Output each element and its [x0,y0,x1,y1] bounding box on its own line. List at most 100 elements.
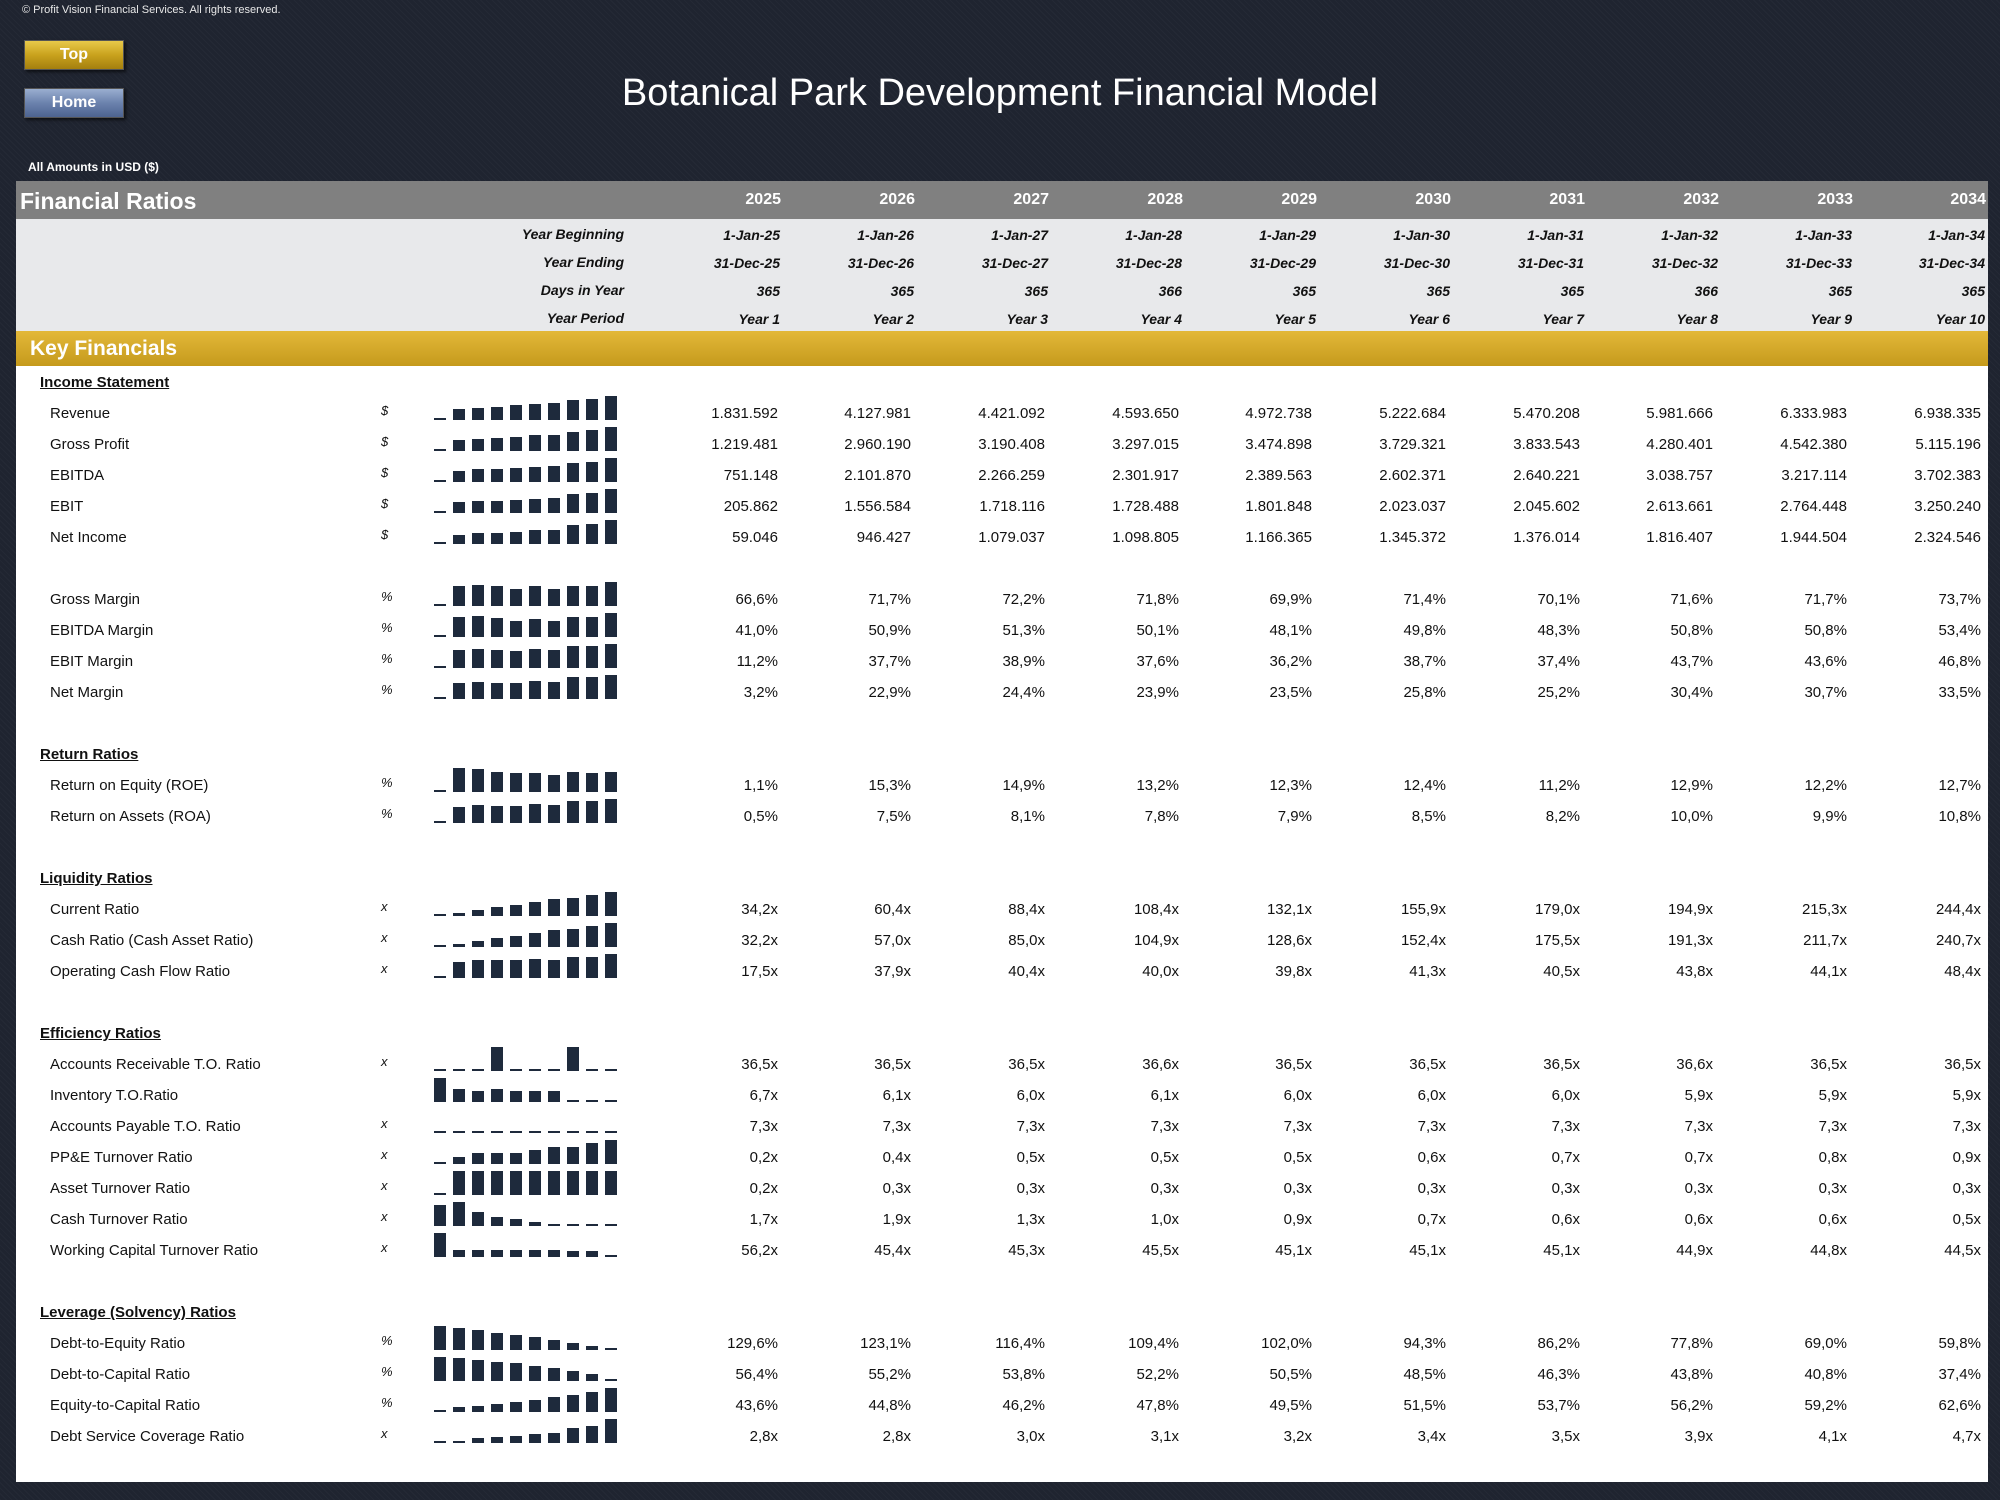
days-in-year-cell: 365 [890,283,914,299]
value-cell: 6,0x [1551,1087,1580,1104]
value-cell: 33,5% [1938,684,1981,701]
key-financials-bar: Key Financials [16,331,1988,366]
value-cell: 52,2% [1136,1366,1179,1383]
sparkline-bar [510,936,522,947]
value-cell: 3.038.757 [1646,467,1713,484]
sparkline-bar [567,1343,579,1350]
value-cell: 0,6x [1551,1211,1580,1228]
value-cell: 36,5x [1543,1056,1580,1073]
row-unit: x [381,1116,388,1131]
value-cell: 11,2% [1538,777,1580,794]
sparkline-bar [529,649,541,668]
sparkline-bar [605,1388,617,1412]
value-cell: 1.345.372 [1379,529,1446,546]
value-cell: 2.613.661 [1646,498,1713,515]
header-bar: Financial Ratios 2025 2026 2027 2028 2029 203… [16,181,1988,219]
sparkline [434,921,620,947]
sparkline [434,518,620,544]
sparkline [434,1138,620,1164]
sparkline-bar [548,466,560,482]
value-cell: 104,9x [1133,932,1179,949]
value-cell: 8,5% [1411,808,1446,825]
year-beginning-label: Year Beginning [521,226,624,242]
sparkline-bar [453,913,465,916]
section-heading: Return Ratios [40,746,139,763]
value-cell: 3,1x [1150,1428,1179,1445]
sparkline-bar [567,400,579,420]
value-cell: 77,8% [1670,1335,1713,1352]
row-label: Net Margin [50,684,124,701]
value-cell: 37,9x [874,963,911,980]
sparkline-bar [605,954,617,978]
value-cell: 71,7% [868,591,911,608]
sparkline-bar [548,1069,560,1071]
sparkline-bar [567,929,579,947]
sparkline [434,1107,620,1133]
sparkline-bar [510,1171,522,1195]
sparkline-bar [605,772,617,792]
row-label: EBIT Margin [50,653,134,670]
sparkline-bar [472,1131,484,1133]
sparkline-bar [491,907,503,916]
sparkline-bar [510,1436,522,1443]
sparkline-bar [472,910,484,916]
sparkline-bar [605,1348,617,1350]
row-label: Asset Turnover Ratio [50,1180,191,1197]
value-cell: 0,9x [1283,1211,1312,1228]
sparkline-bar [586,1131,598,1133]
value-cell: 44,8% [868,1397,911,1414]
value-cell: 3.702.383 [1914,467,1981,484]
value-cell: 2,8x [882,1428,911,1445]
sparkline-bar [434,697,446,699]
value-cell: 71,7% [1804,591,1847,608]
sparkline-bar [510,468,522,482]
sparkline-bar [491,438,503,451]
value-cell: 45,1x [1275,1242,1312,1259]
value-cell: 25,2% [1537,684,1580,701]
value-cell: 6,1x [1150,1087,1179,1104]
sparkline-bar [491,650,503,668]
value-cell: 57,0x [874,932,911,949]
value-cell: 45,5x [1142,1242,1179,1259]
sparkline-bar [605,396,617,420]
value-cell: 56,4% [735,1366,778,1383]
sparkline-bar [548,435,560,451]
sparkline-bar [510,960,522,978]
row-label: Cash Turnover Ratio [50,1211,188,1228]
sparkline-bar [453,944,465,947]
sparkline-bar [491,1153,503,1164]
sparkline-bar [605,520,617,544]
row-unit: $ [381,527,389,542]
sparkline-bar [434,542,446,544]
home-button[interactable]: Home [24,88,124,118]
value-cell: 24,4% [1002,684,1045,701]
sparkline-bar [472,1360,484,1381]
sparkline-bar [548,1171,560,1195]
value-cell: 7,3x [1417,1118,1446,1135]
value-cell: 37,7% [868,653,911,670]
row-unit: $ [381,434,389,449]
section-heading: Leverage (Solvency) Ratios [40,1304,236,1321]
sparkline [434,1417,620,1443]
value-cell: 3.833.543 [1513,436,1580,453]
sparkline-bar [434,1078,446,1102]
value-cell: 5.981.666 [1646,405,1713,422]
value-cell: 30,7% [1804,684,1847,701]
value-cell: 108,4x [1133,901,1179,918]
value-cell: 0,9x [1952,1149,1981,1166]
year-beginning-cell: 1-Jan-26 [857,227,914,243]
days-in-year-cell: 365 [1560,283,1584,299]
value-cell: 6,1x [882,1087,911,1104]
value-cell: 7,3x [1016,1118,1045,1135]
value-cell: 56,2x [741,1242,778,1259]
sparkline-bar [472,1438,484,1443]
sparkline-bar [529,1069,541,1071]
value-cell: 43,7% [1670,653,1713,670]
value-cell: 0,4x [882,1149,911,1166]
value-cell: 0,5% [743,808,778,825]
sparkline-bar [586,586,598,606]
top-button[interactable]: Top [24,40,124,70]
year-header: 2033 [1817,191,1853,208]
year-period-cell: Year 5 [1274,311,1316,327]
year-beginning-cell: 1-Jan-31 [1527,227,1584,243]
